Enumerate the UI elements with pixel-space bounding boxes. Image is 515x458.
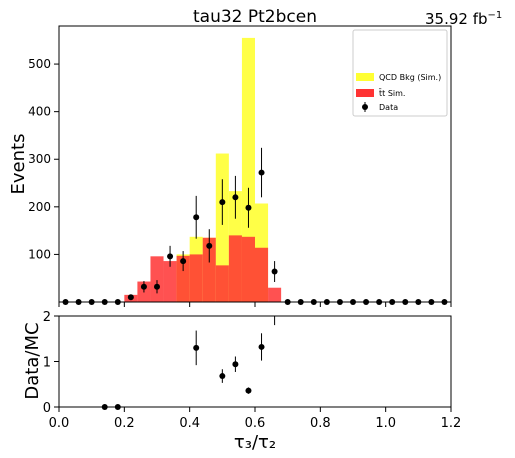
ratio-plot-frame [58, 315, 452, 408]
ttbar-bar [189, 254, 203, 302]
chart-title: tau32 Pt2bcen [193, 7, 317, 27]
ratio-x-tick-label: 0.4 [179, 416, 200, 431]
legend-marker-data [362, 104, 368, 110]
qcd-bar [241, 37, 255, 303]
y-tick-label: 400 [28, 105, 51, 119]
ratio-x-tick-label: 0.6 [245, 416, 266, 431]
ratio-point [219, 373, 226, 380]
data-point [219, 199, 226, 206]
ttbar-bar [202, 237, 216, 302]
luminosity-exponent: −1 [488, 10, 503, 21]
ttbar-bars [124, 235, 282, 302]
ratio-point [245, 387, 252, 394]
ratio-x-tick-label: 1.0 [375, 416, 396, 431]
ratio-x-axis-ticks: 0.0 0.2 0.4 0.6 0.8 1.0 1.2 [49, 407, 462, 431]
main-histogram-panel: 100 200 300 400 500 Events [8, 25, 452, 307]
ratio-y-axis-ticks: 0 1 2 [43, 310, 59, 416]
legend-swatch-ttbar [356, 89, 374, 97]
luminosity-value: 35.92 fb [425, 10, 488, 28]
data-point [206, 242, 213, 249]
ratio-x-tick-label: 0.8 [310, 416, 331, 431]
ttbar-bar [176, 255, 190, 302]
ratio-points [101, 316, 276, 410]
data-point [271, 268, 278, 275]
legend-label-qcd: QCD Bkg (Sim.) [379, 73, 441, 82]
ratio-y-tick-label: 2 [43, 310, 51, 325]
ratio-point [232, 361, 239, 368]
ratio-panel: 0 1 2 0.0 0.2 0.4 0.6 0.8 1.0 1.2 Data/MC τ₃/τ₂ [22, 310, 461, 453]
data-point [193, 214, 200, 221]
ratio-point [258, 343, 265, 350]
y-tick-label: 500 [28, 57, 51, 71]
legend-swatch-qcd [356, 73, 374, 81]
ratio-x-tick-label: 0.2 [114, 416, 135, 431]
y-tick-label: 200 [28, 200, 51, 214]
ttbar-bar [215, 265, 229, 302]
legend: QCD Bkg (Sim.) t̄t Sim. Data [352, 29, 448, 117]
y-tick-label: 100 [28, 247, 51, 261]
ratio-x-tick-label: 0.0 [49, 416, 70, 431]
ttbar-bar [255, 247, 269, 302]
legend-label-data: Data [379, 103, 398, 112]
ttbar-bar [150, 256, 164, 302]
data-point [245, 204, 252, 211]
data-point [180, 258, 187, 265]
ttbar-bar [163, 261, 177, 302]
ttbar-bar [228, 235, 242, 302]
luminosity-label: 35.92 fb−1 [425, 10, 502, 28]
qcd-bar [215, 153, 229, 302]
data-point [232, 194, 239, 201]
data-point [258, 169, 265, 176]
main-x-axis-ticks [58, 302, 452, 307]
data-point [127, 294, 134, 301]
ratio-y-tick-label: 0 [43, 401, 51, 416]
ratio-point [193, 344, 200, 351]
legend-label-ttbar: t̄t Sim. [378, 88, 405, 98]
main-y-axis-label: Events [8, 134, 29, 195]
data-point [167, 253, 174, 260]
ttbar-bar [241, 236, 255, 302]
ratio-y-axis-label: Data/MC [22, 322, 43, 399]
main-y-axis-ticks: 100 200 300 400 500 [28, 57, 59, 261]
ttbar-bar [268, 287, 282, 302]
y-tick-label: 300 [28, 152, 51, 166]
data-point [154, 283, 160, 290]
ratio-y-tick-label: 1 [43, 356, 51, 371]
ratio-x-tick-label: 1.2 [441, 416, 462, 431]
legend-box [352, 29, 448, 117]
data-point [140, 283, 147, 290]
x-axis-label: τ₃/τ₂ [234, 432, 276, 453]
